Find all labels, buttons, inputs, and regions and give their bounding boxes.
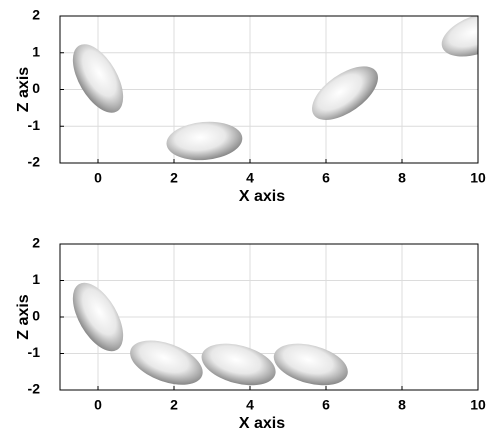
ellipse (130, 340, 203, 385)
y-tick-label: 2 (32, 235, 40, 251)
axes-frame (59, 243, 479, 391)
ellipse (72, 44, 124, 113)
x-tick-label: 0 (94, 170, 102, 186)
x-tick-label: 4 (246, 397, 254, 413)
axes: 0 2 4 6 8 10 -2 -1 0 1 2 X axis Z axis (15, 7, 486, 206)
plot-area (72, 282, 348, 386)
ellipse (166, 121, 243, 161)
axes: 0 2 4 6 8 10 -2 -1 0 1 2 X axis Z axis (15, 235, 486, 433)
y-tick-label: -2 (28, 154, 41, 170)
y-axis-label: Z axis (15, 67, 32, 112)
y-tick-label: 1 (32, 43, 40, 59)
y-axis-label: Z axis (15, 294, 32, 339)
ellipse (72, 282, 124, 352)
x-tick-label: 6 (322, 170, 330, 186)
y-tick-label: 0 (32, 308, 40, 324)
plot-area (72, 16, 478, 161)
y-tick-label: 1 (32, 271, 40, 287)
x-tick-label: 0 (94, 397, 102, 413)
x-tick-label: 2 (170, 170, 178, 186)
x-tick-label: 4 (246, 170, 254, 186)
y-tick-label: 2 (32, 7, 40, 23)
ellipse (441, 16, 478, 57)
x-tick-label: 10 (470, 397, 486, 413)
y-tick-label: -1 (28, 117, 41, 133)
x-tick-label: 10 (470, 170, 486, 186)
x-axis-label: X axis (239, 415, 285, 432)
ellipse (312, 66, 378, 120)
y-tick-label: -1 (28, 344, 41, 360)
x-tick-label: 2 (170, 397, 178, 413)
x-tick-label: 8 (398, 170, 406, 186)
x-tick-label: 8 (398, 397, 406, 413)
axes-frame (59, 15, 479, 164)
ellipse (273, 343, 348, 386)
x-axis-label: X axis (239, 188, 285, 205)
y-tick-label: 0 (32, 80, 40, 96)
x-tick-label: 6 (322, 397, 330, 413)
y-tick-label: -2 (28, 381, 41, 397)
ellipse (201, 343, 276, 386)
